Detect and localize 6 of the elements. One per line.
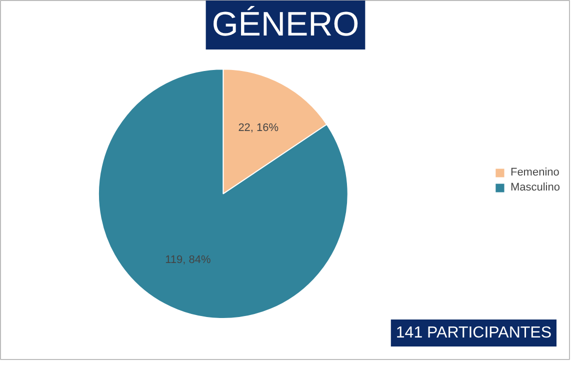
chart-title: GÉNERO (212, 6, 360, 44)
legend-label: Femenino (510, 166, 560, 178)
text: 141 PARTICIPANTES (396, 324, 552, 342)
data-label: 119, 84% (165, 254, 211, 266)
data-label: 22, 16% (238, 122, 279, 134)
legend-label: Masculino (510, 182, 560, 194)
